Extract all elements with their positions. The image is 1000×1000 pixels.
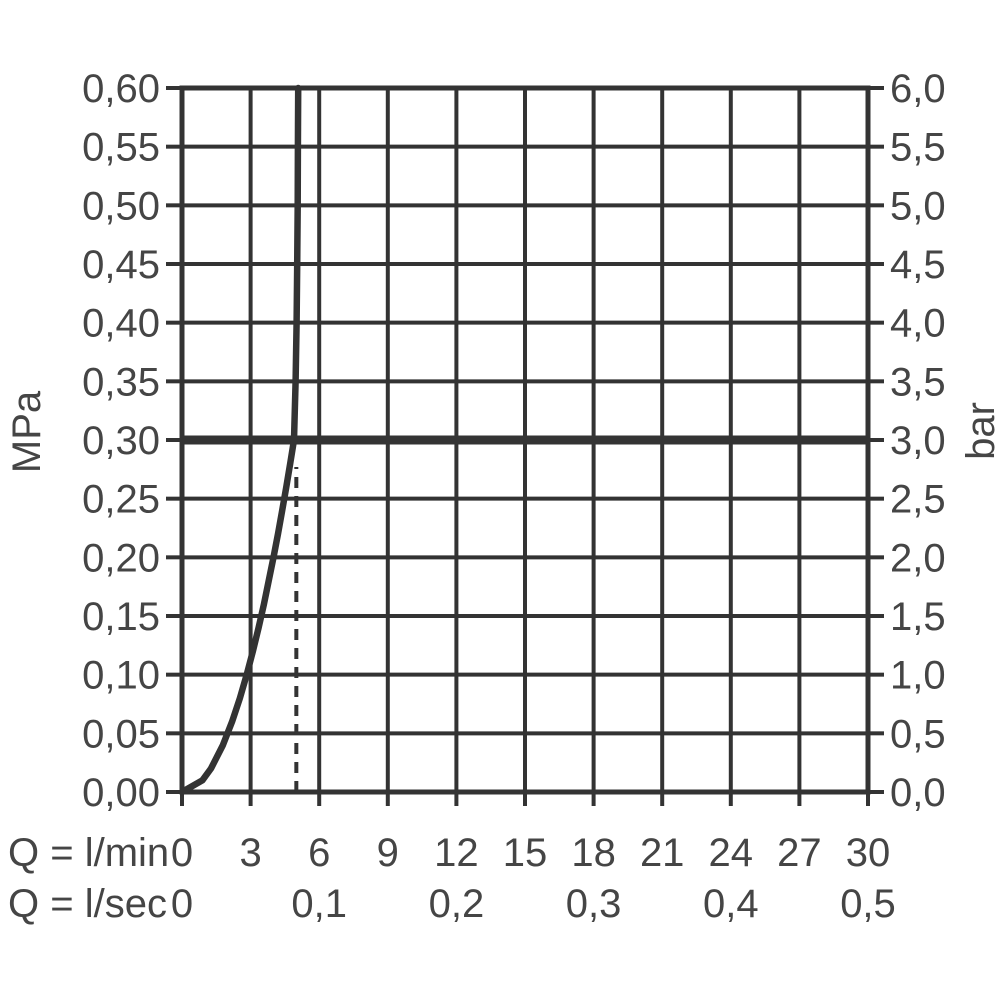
y-left-tick-label: 0,20 [82, 536, 160, 580]
x-lmin-tick-label: 12 [434, 831, 479, 875]
tick-labels: 0,600,550,500,450,400,350,300,250,200,15… [82, 67, 945, 926]
y-right-tick-label: 0,0 [890, 771, 946, 815]
x-lmin-tick-label: 6 [308, 831, 330, 875]
y-left-tick-label: 0,45 [82, 243, 160, 287]
y-left-unit-label: MPa [5, 390, 49, 473]
x-row2-unit-label: Q = l/sec [8, 882, 167, 926]
y-left-tick-label: 0,10 [82, 654, 160, 698]
x-row1-unit-label: Q = l/min [8, 831, 169, 875]
y-right-tick-label: 3,5 [890, 360, 946, 404]
y-right-tick-label: 1,5 [890, 595, 946, 639]
x-lmin-tick-label: 30 [846, 831, 891, 875]
y-right-tick-label: 2,0 [890, 536, 946, 580]
flow-curve [178, 84, 302, 796]
y-right-tick-label: 6,0 [890, 67, 946, 111]
y-right-tick-label: 3,0 [890, 419, 946, 463]
x-lsec-tick-label: 0,2 [429, 882, 485, 926]
x-lsec-tick-label: 0,1 [291, 882, 347, 926]
x-lmin-tick-label: 9 [377, 831, 399, 875]
x-lmin-tick-label: 24 [709, 831, 754, 875]
y-right-tick-label: 2,5 [890, 478, 946, 522]
y-right-unit-label: bar [959, 402, 1000, 460]
y-left-tick-label: 0,30 [82, 419, 160, 463]
x-lmin-tick-label: 27 [777, 831, 822, 875]
y-right-tick-label: 0,5 [890, 712, 946, 756]
y-left-tick-label: 0,35 [82, 360, 160, 404]
x-lmin-tick-label: 18 [571, 831, 616, 875]
y-right-tick-label: 5,0 [890, 184, 946, 228]
y-right-tick-label: 4,0 [890, 302, 946, 346]
y-left-tick-label: 0,40 [82, 302, 160, 346]
y-right-tick-label: 5,5 [890, 126, 946, 170]
axis-ticks [166, 86, 884, 806]
x-lmin-tick-label: 0 [171, 831, 193, 875]
y-left-tick-label: 0,55 [82, 126, 160, 170]
x-lsec-tick-label: 0,4 [703, 882, 759, 926]
y-left-tick-label: 0,00 [82, 771, 160, 815]
x-lsec-tick-label: 0,3 [566, 882, 622, 926]
y-left-tick-label: 0,15 [82, 595, 160, 639]
x-lmin-tick-label: 3 [239, 831, 261, 875]
y-left-tick-label: 0,25 [82, 478, 160, 522]
x-lsec-tick-label: 0,5 [840, 882, 896, 926]
y-left-tick-label: 0,05 [82, 712, 160, 756]
y-left-tick-label: 0,60 [82, 67, 160, 111]
y-right-tick-label: 1,0 [890, 654, 946, 698]
x-lsec-tick-label: 0 [171, 882, 193, 926]
x-lmin-tick-label: 15 [503, 831, 548, 875]
flow-curve-line [178, 84, 302, 796]
x-lmin-tick-label: 21 [640, 831, 685, 875]
y-right-tick-label: 4,5 [890, 243, 946, 287]
y-left-tick-label: 0,50 [82, 184, 160, 228]
